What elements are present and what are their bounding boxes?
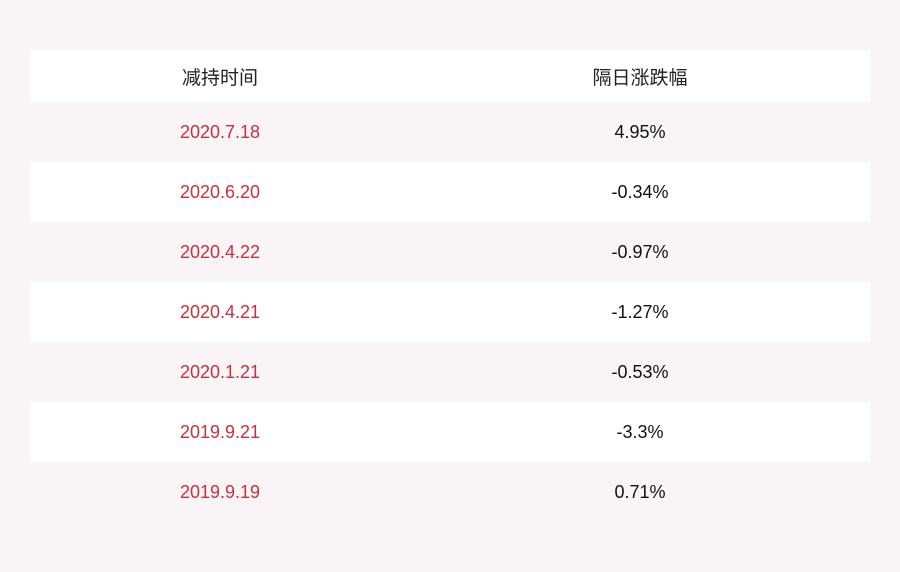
next-day-change: 4.95% (614, 121, 666, 142)
reduction-date: 2020.7.18 (179, 121, 261, 142)
table-row: 2020.1.21 -0.53% (30, 342, 870, 402)
next-day-change: 0.71% (614, 481, 666, 502)
reduction-table: 减持时间 隔日涨跌幅 2020.7.18 4.95% 2020.6.20 -0.34%… (30, 50, 870, 522)
reduction-date: 2019.9.21 (179, 421, 261, 442)
next-day-change: -1.27% (611, 301, 669, 322)
table-row: 2020.4.21 -1.27% (30, 282, 870, 342)
header-next-day-change: 隔日涨跌幅 (592, 66, 688, 89)
reduction-date: 2020.4.21 (179, 301, 261, 322)
header-reduction-time: 减持时间 (181, 66, 258, 89)
next-day-change: -3.3% (616, 421, 664, 442)
next-day-change: -0.34% (611, 181, 669, 202)
reduction-date: 2020.1.21 (179, 361, 261, 382)
reduction-date: 2020.6.20 (179, 181, 261, 202)
table-row: 2020.7.18 4.95% (30, 102, 870, 162)
table-row: 2020.6.20 -0.34% (30, 162, 870, 222)
reduction-date: 2019.9.19 (179, 481, 261, 502)
table-row: 2019.9.21 -3.3% (30, 402, 870, 462)
table-row: 2019.9.19 0.71% (30, 462, 870, 522)
table-row: 2020.4.22 -0.97% (30, 222, 870, 282)
next-day-change: -0.53% (611, 361, 669, 382)
table-header: 减持时间 隔日涨跌幅 (30, 50, 870, 102)
next-day-change: -0.97% (611, 241, 669, 262)
reduction-date: 2020.4.22 (179, 241, 261, 262)
table-body: 2020.7.18 4.95% 2020.6.20 -0.34% 2020.4.22 -0… (30, 102, 870, 522)
